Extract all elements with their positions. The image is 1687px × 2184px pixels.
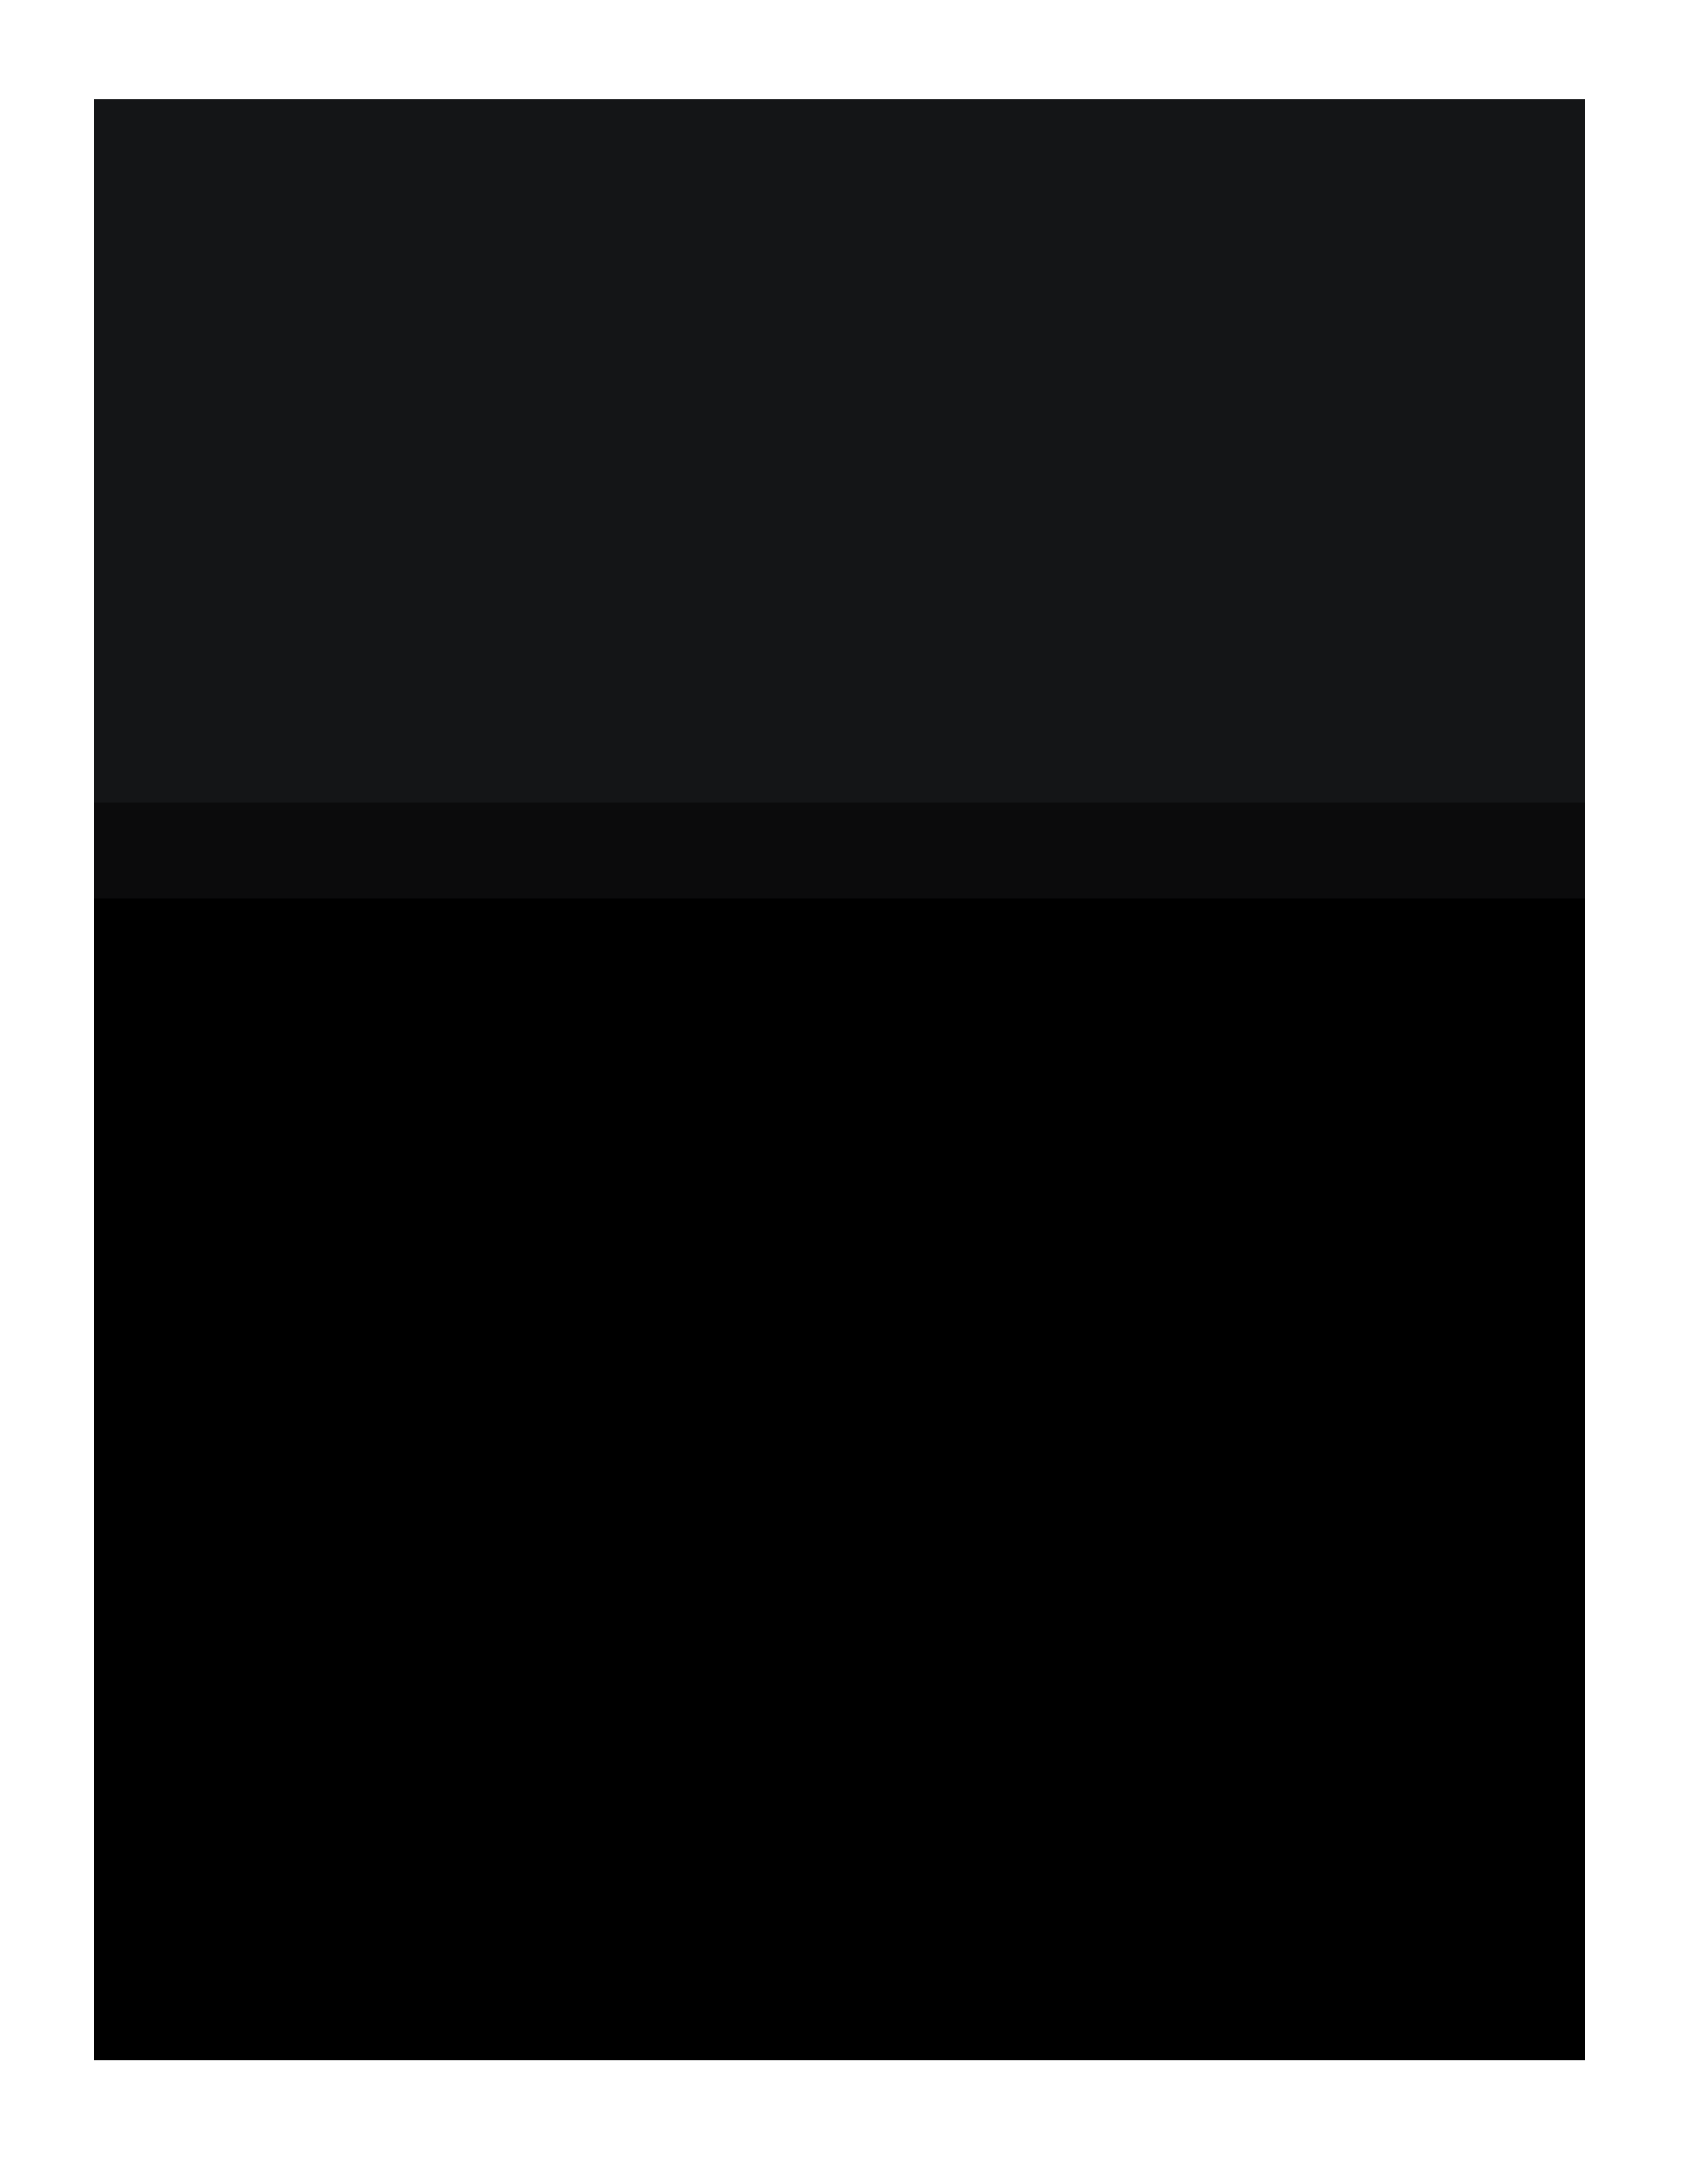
middle-row	[94, 898, 1585, 1254]
oscillator-panel	[94, 1254, 1585, 2060]
price-panel	[94, 99, 1585, 803]
